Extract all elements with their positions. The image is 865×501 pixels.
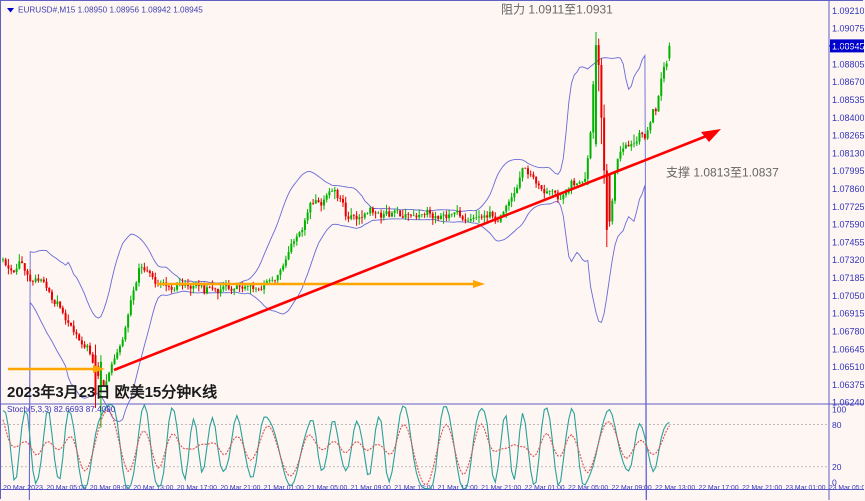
svg-text:20 Mar 05:00: 20 Mar 05:00: [47, 485, 88, 492]
svg-text:1.08805: 1.08805: [832, 59, 864, 69]
svg-text:22 Mar 13:00: 22 Mar 13:00: [655, 485, 696, 492]
svg-text:1.06780: 1.06780: [832, 327, 864, 337]
svg-text:1.07725: 1.07725: [832, 202, 864, 212]
svg-text:20 Mar 09:00: 20 Mar 09:00: [90, 485, 131, 492]
svg-text:0: 0: [832, 478, 837, 488]
svg-text:21 Mar 05:00: 21 Mar 05:00: [307, 485, 348, 492]
svg-text:支撑 1.0813至1.0837: 支撑 1.0813至1.0837: [666, 165, 779, 180]
svg-text:21 Mar 01:00: 21 Mar 01:00: [264, 485, 305, 492]
svg-text:20 Mar 17:00: 20 Mar 17:00: [177, 485, 218, 492]
svg-text:1.08535: 1.08535: [832, 95, 864, 105]
svg-text:1.06510: 1.06510: [832, 362, 864, 372]
svg-text:22 Mar 21:00: 22 Mar 21:00: [742, 485, 783, 492]
svg-text:1.06645: 1.06645: [832, 344, 864, 354]
svg-text:EURUSD#,M15 1.08950 1.08956: EURUSD#,M15 1.08950 1.08956 1.08942 1.08…: [18, 6, 203, 15]
svg-text:80: 80: [832, 420, 842, 430]
svg-text:1.08130: 1.08130: [832, 148, 864, 158]
svg-text:1.08400: 1.08400: [832, 113, 864, 123]
svg-text:1.08265: 1.08265: [832, 131, 864, 141]
svg-text:21 Mar 21:00: 21 Mar 21:00: [481, 485, 522, 492]
svg-text:1.08670: 1.08670: [832, 77, 864, 87]
svg-text:20: 20: [832, 462, 842, 472]
svg-text:阻力 1.0911至1.0931: 阻力 1.0911至1.0931: [501, 3, 613, 17]
svg-text:22 Mar 01:00: 22 Mar 01:00: [525, 485, 566, 492]
svg-text:1.07185: 1.07185: [832, 273, 864, 283]
svg-text:1.08945: 1.08945: [832, 41, 864, 51]
svg-text:20 Mar 2023: 20 Mar 2023: [3, 485, 44, 492]
svg-text:21 Mar 09:00: 21 Mar 09:00: [351, 485, 392, 492]
svg-text:2023年3月23日 欧美15分钟K线: 2023年3月23日 欧美15分钟K线: [7, 383, 217, 401]
svg-text:1.07995: 1.07995: [832, 166, 864, 176]
svg-text:21 Mar 13:00: 21 Mar 13:00: [394, 485, 435, 492]
svg-text:1.06375: 1.06375: [832, 380, 864, 390]
svg-text:22 Mar 17:00: 22 Mar 17:00: [699, 485, 740, 492]
svg-text:1.07455: 1.07455: [832, 237, 864, 247]
svg-text:Stoch(5,3,3) 82.6693 87.4090: Stoch(5,3,3) 82.6693 87.4090: [7, 405, 116, 414]
svg-text:22 Mar 09:00: 22 Mar 09:00: [612, 485, 653, 492]
svg-text:100: 100: [832, 405, 846, 415]
svg-text:1.07320: 1.07320: [832, 255, 864, 265]
svg-text:1.09210: 1.09210: [832, 6, 864, 16]
svg-text:22 Mar 05:00: 22 Mar 05:00: [568, 485, 609, 492]
svg-text:21 Mar 17:00: 21 Mar 17:00: [438, 485, 479, 492]
svg-text:20 Mar 13:00: 20 Mar 13:00: [133, 485, 174, 492]
svg-text:1.07050: 1.07050: [832, 291, 864, 301]
svg-text:1.07860: 1.07860: [832, 184, 864, 194]
svg-text:1.06915: 1.06915: [832, 309, 864, 319]
svg-text:23 Mar 01:00: 23 Mar 01:00: [786, 485, 827, 492]
svg-text:1.09075: 1.09075: [832, 24, 864, 34]
svg-text:1.07590: 1.07590: [832, 220, 864, 230]
svg-text:20 Mar 21:00: 20 Mar 21:00: [220, 485, 261, 492]
